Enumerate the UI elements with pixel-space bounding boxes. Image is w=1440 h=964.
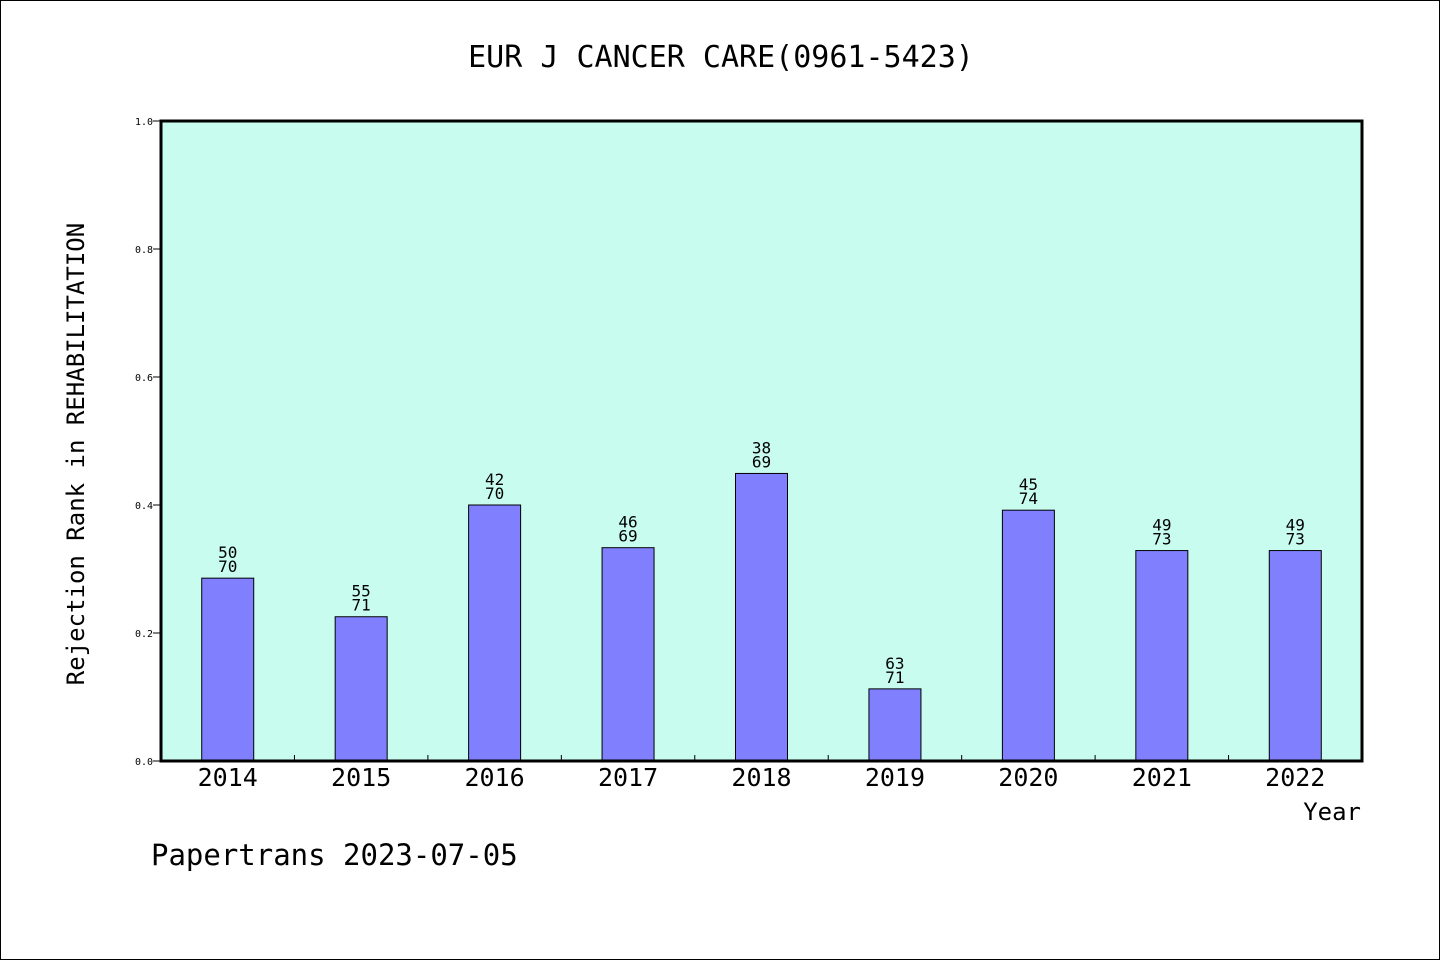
y-tick-label: 0.6 — [135, 373, 153, 384]
data-label-bottom: 73 — [1152, 530, 1171, 549]
y-axis-ticks: 0.0 0.2 0.4 0.6 0.8 1.0 — [135, 117, 161, 768]
bar-2017 — [601, 547, 655, 762]
y-tick-label: 1.0 — [135, 117, 153, 128]
data-label-top: 63 — [885, 654, 904, 673]
y-tick-label: 0.2 — [135, 629, 153, 640]
y-tick-label: 0.4 — [135, 501, 153, 512]
data-label-bottom: 69 — [752, 452, 771, 471]
bar-2022 — [1268, 550, 1322, 762]
bar-2014 — [201, 577, 255, 762]
x-category-label: 2017 — [598, 763, 658, 792]
data-label-bottom: 70 — [218, 557, 237, 576]
x-category-label: 2015 — [331, 763, 391, 792]
x-category-label: 2021 — [1132, 763, 1192, 792]
bar-2015 — [334, 616, 388, 762]
data-label-bottom: 74 — [1019, 489, 1038, 508]
bar-2019 — [868, 688, 922, 762]
data-label-top: 38 — [752, 438, 771, 457]
y-tick-label: 0.0 — [135, 757, 153, 768]
data-label-top: 55 — [352, 582, 371, 601]
data-label-top: 46 — [618, 513, 637, 532]
x-category-label: 2020 — [998, 763, 1058, 792]
x-category-label: 2014 — [198, 763, 258, 792]
data-label-bottom: 71 — [885, 668, 904, 687]
x-category-label: 2022 — [1265, 763, 1325, 792]
bars — [201, 472, 1322, 762]
x-category-label: 2018 — [731, 763, 791, 792]
data-label-top: 50 — [218, 543, 237, 562]
data-label-bottom: 71 — [352, 596, 371, 615]
x-category-label: 2016 — [465, 763, 525, 792]
bar-2021 — [1135, 550, 1189, 762]
data-label-bottom: 69 — [618, 527, 637, 546]
bar-2018 — [735, 472, 788, 762]
data-label-top: 49 — [1286, 516, 1305, 535]
data-label-bottom: 73 — [1286, 530, 1305, 549]
footer-credit: Papertrans 2023-07-05 — [151, 838, 518, 872]
x-category-label: 2019 — [865, 763, 925, 792]
data-label-top: 45 — [1019, 475, 1038, 494]
bar-2016 — [468, 504, 522, 762]
x-axis-categories: 2014 2015 2016 2017 2018 2019 2020 2021 2022 — [198, 763, 1326, 792]
y-tick-label: 0.8 — [135, 245, 153, 256]
bar-2020 — [1001, 509, 1055, 762]
chart-title: EUR J CANCER CARE(0961-5423) — [468, 40, 974, 75]
x-axis-label: Year — [1303, 798, 1361, 826]
data-label-top: 42 — [485, 470, 504, 489]
data-label-top: 49 — [1152, 516, 1171, 535]
plot-border — [159, 119, 1364, 763]
y-axis-label: Rejection Rank in REHABILITATION — [62, 223, 90, 685]
data-label-bottom: 70 — [485, 484, 504, 503]
